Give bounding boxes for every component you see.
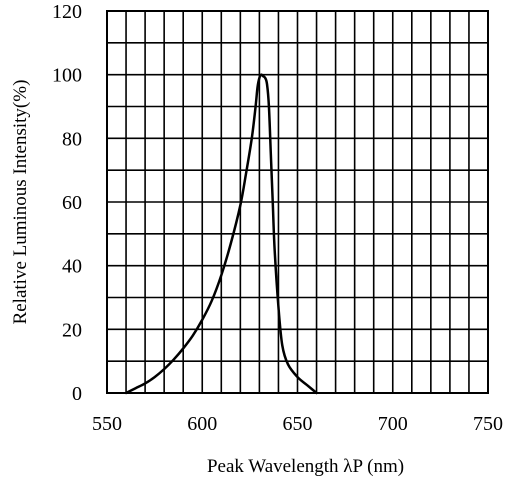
x-tick-labels: 550 600 650 700 750 [92,413,503,435]
y-tick-label: 20 [62,319,82,341]
y-tick-label: 60 [62,192,82,214]
grid [107,11,488,393]
plot-frame [106,10,489,394]
y-tick-label: 80 [62,128,82,150]
y-axis-label: Relative Luminous Intensity(%) [10,80,31,325]
x-tick-label: 550 [92,413,122,435]
x-tick-label: 650 [283,413,313,435]
y-tick-labels: 0 20 40 60 80 100 120 [52,1,82,405]
x-axis-label: Peak Wavelength λP (nm) [207,456,404,477]
x-tick-label: 700 [378,413,408,435]
y-tick-label: 40 [62,256,82,278]
y-tick-label: 120 [52,1,82,23]
x-tick-label: 600 [187,413,217,435]
x-tick-label: 750 [473,413,503,435]
series-line [124,73,318,395]
y-tick-label: 100 [52,65,82,87]
y-tick-label: 0 [72,383,82,405]
